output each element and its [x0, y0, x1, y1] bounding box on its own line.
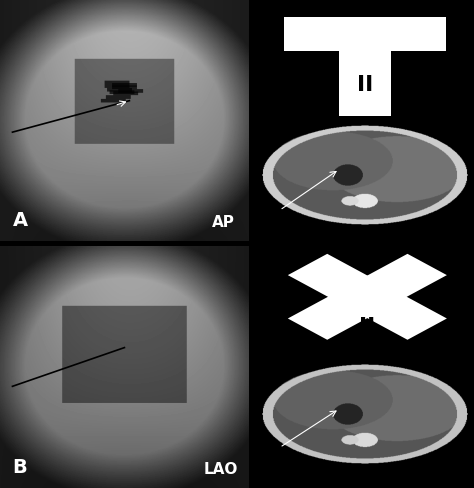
FancyBboxPatch shape — [284, 18, 446, 52]
Text: A: A — [12, 210, 27, 229]
Polygon shape — [288, 254, 447, 340]
Polygon shape — [288, 254, 447, 340]
FancyBboxPatch shape — [339, 41, 391, 122]
Text: B: B — [12, 457, 27, 476]
Text: AP: AP — [211, 215, 235, 229]
Text: LAO: LAO — [204, 461, 238, 476]
Text: II: II — [359, 316, 375, 336]
Text: II: II — [357, 75, 373, 94]
